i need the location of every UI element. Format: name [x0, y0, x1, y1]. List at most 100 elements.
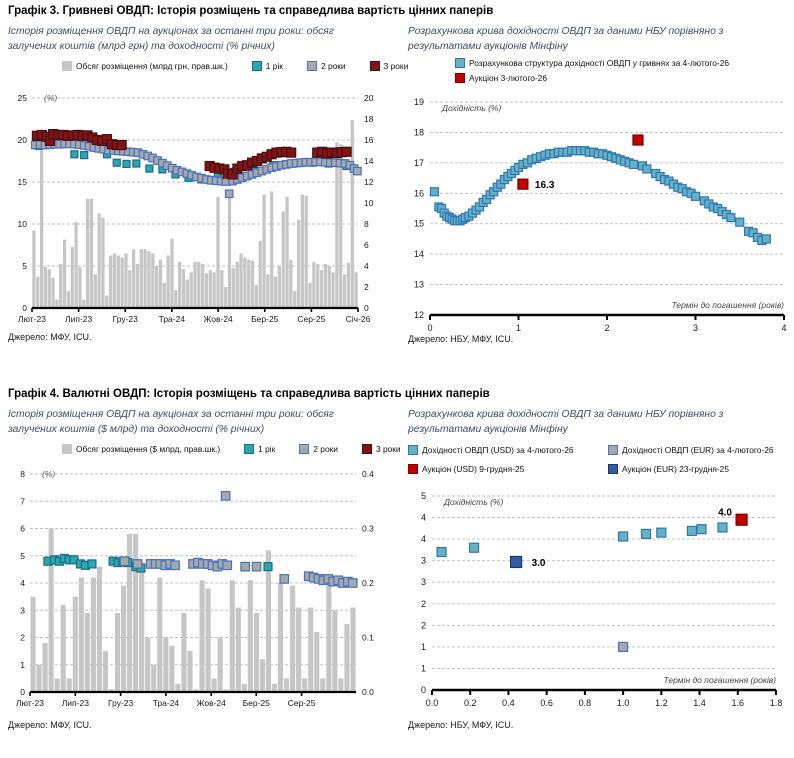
svg-text:0: 0	[427, 323, 432, 333]
svg-text:5: 5	[421, 491, 426, 501]
svg-text:13: 13	[414, 280, 424, 290]
legend-swatch-icon	[608, 445, 618, 455]
svg-text:1.6: 1.6	[732, 698, 745, 708]
svg-text:3: 3	[693, 323, 698, 333]
chart3-title: Графік 3. Гривневі ОВДП: Історія розміще…	[8, 5, 494, 17]
fx-placements-history-svg: 0 1 2 3 4 5 6 7 8 (%) 0.0 0.1 0.2 0.3 0.4 Лют-23 Лип-23 Г…	[16, 469, 374, 708]
legend-item: 2 роки	[306, 61, 346, 71]
legend-item: Дохідності ОВДП (USD) за 4-лютого-26	[408, 445, 608, 455]
legend-label: Розрахункова структура дохідності ОВДП у…	[469, 58, 730, 68]
svg-text:16: 16	[364, 135, 374, 145]
svg-text:Лют-23: Лют-23	[18, 314, 46, 324]
svg-text:Термін до погашення (років): Термін до погашення (років)	[663, 675, 776, 685]
chart4-right-subtitle: Розрахункова крива дохідності ОВДП за да…	[408, 409, 724, 436]
svg-text:20: 20	[18, 135, 28, 145]
svg-text:Тра-24: Тра-24	[159, 314, 186, 324]
chart3-left-source: Джерело: МФУ, ICU.	[8, 332, 92, 342]
svg-text:8: 8	[20, 469, 25, 479]
svg-text:25: 25	[18, 93, 28, 103]
svg-text:Жов-24: Жов-24	[204, 314, 234, 324]
svg-text:1.4: 1.4	[693, 698, 706, 708]
legend-swatch-icon	[251, 61, 262, 71]
chart4-left-plot: 0 1 2 3 4 5 6 7 8 (%) 0.0 0.1 0.2 0.3 0.4 Лют-23 Лип-23 Г…	[2, 464, 392, 731]
legend-label: 1 рік	[265, 61, 283, 71]
svg-text:3: 3	[421, 556, 426, 566]
legend-swatch-icon	[408, 464, 418, 474]
legend-item: 1 рік	[244, 444, 275, 454]
uah-placements-history-svg: 0 5 10 15 20 25 (%) 0 2 4 6 8 10 12 14 16 18 20 Лют-23 Лип-…	[18, 93, 374, 324]
legend-item: Розрахункова структура дохідності ОВДП у…	[455, 58, 729, 68]
legend-swatch-icon	[62, 444, 72, 454]
svg-text:Бер-25: Бер-25	[243, 698, 271, 708]
legend-item: Дохідності ОВДП (EUR) за 4-лютого-26	[608, 445, 774, 455]
svg-text:0.4: 0.4	[502, 698, 515, 708]
svg-text:Дохідність (%): Дохідність (%)	[441, 103, 501, 113]
chart3-right-subtitle: Розрахункова крива дохідності ОВДП за да…	[408, 26, 724, 53]
svg-text:4: 4	[364, 261, 369, 271]
legend-label: Аукціон (USD) 9-грудня-25	[422, 464, 525, 474]
svg-text:5: 5	[20, 551, 25, 561]
svg-text:16: 16	[414, 188, 424, 198]
chart3-right-plot: 12 13 14 15 16 17 18 19 Дохідність (%) Термін до …	[402, 92, 792, 352]
legend-item: Обсяг розміщення (млрд грн, прав.шк.)	[62, 61, 228, 71]
svg-text:3: 3	[421, 577, 426, 587]
svg-text:0: 0	[364, 303, 369, 313]
svg-text:2: 2	[421, 620, 426, 630]
svg-text:Бер-25: Бер-25	[251, 314, 279, 324]
svg-text:1: 1	[516, 323, 521, 333]
svg-text:14: 14	[364, 156, 374, 166]
svg-text:20: 20	[364, 93, 374, 103]
svg-text:5: 5	[22, 261, 27, 271]
svg-text:8: 8	[364, 219, 369, 229]
legend-swatch-icon	[299, 444, 310, 454]
chart4-title: Графік 4. Валютні ОВДП: Історія розміщен…	[8, 388, 490, 400]
legend-swatch-icon	[608, 464, 618, 474]
svg-text:0.3: 0.3	[362, 524, 374, 534]
svg-text:Термін до погашення (років): Термін до погашення (років)	[671, 300, 784, 310]
svg-text:18: 18	[364, 114, 374, 124]
svg-text:Сер-25: Сер-25	[288, 698, 316, 708]
legend-item: Обсяг розміщення ($ млрд, прав.шк.)	[62, 444, 220, 454]
svg-text:4: 4	[781, 323, 786, 333]
svg-text:0.4: 0.4	[362, 469, 374, 479]
svg-text:Жов-24: Жов-24	[197, 698, 227, 708]
svg-text:Лют-23: Лют-23	[16, 698, 44, 708]
chart3-left-legend: Обсяг розміщення (млрд грн, прав.шк.) 1 р…	[62, 61, 408, 71]
svg-text:0.6: 0.6	[540, 698, 553, 708]
svg-text:(%): (%)	[44, 93, 57, 103]
svg-text:4: 4	[421, 534, 426, 544]
svg-text:2: 2	[364, 282, 369, 292]
chart4-left-subtitle: Історія розміщення ОВДП на аукціонах за …	[8, 409, 334, 436]
svg-text:3.0: 3.0	[532, 558, 546, 569]
chart4-right-legend: Дохідності ОВДП (USD) за 4-лютого-26 Дохі…	[408, 445, 774, 474]
legend-item: Аукціон 3-лютого-26	[455, 73, 729, 83]
legend-item: 1 рік	[251, 61, 283, 71]
legend-swatch-icon	[369, 61, 380, 71]
legend-label: 2 роки	[320, 61, 346, 71]
svg-text:7: 7	[20, 496, 25, 506]
svg-text:0: 0	[22, 303, 27, 313]
legend-item: 2 роки	[299, 444, 338, 454]
svg-text:0.0: 0.0	[362, 687, 374, 697]
legend-label: Дохідності ОВДП (EUR) за 4-лютого-26	[622, 445, 774, 455]
legend-swatch-icon	[455, 58, 465, 68]
chart4-left-source: Джерело: МФУ, ICU.	[8, 720, 92, 730]
legend-swatch-icon	[244, 444, 255, 454]
svg-text:14: 14	[414, 249, 424, 259]
svg-text:Лип-23: Лип-23	[62, 698, 89, 708]
svg-text:16.3: 16.3	[535, 180, 555, 191]
chart3-right-legend: Розрахункова структура дохідності ОВДП у…	[455, 58, 729, 83]
svg-text:1.2: 1.2	[655, 698, 668, 708]
legend-label: Аукціон 3-лютого-26	[469, 73, 548, 83]
svg-text:15: 15	[414, 219, 424, 229]
chart4-left-legend: Обсяг розміщення ($ млрд, прав.шк.) 1 рік…	[62, 444, 401, 454]
chart4-right-source: Джерело: НБУ, МФУ, ICU.	[408, 720, 514, 730]
svg-text:6: 6	[364, 240, 369, 250]
legend-label: Обсяг розміщення ($ млрд, прав.шк.)	[76, 444, 221, 454]
legend-label: 3 роки	[383, 61, 409, 71]
legend-item: Аукціон (EUR) 23-грудня-25	[608, 464, 774, 474]
svg-text:12: 12	[364, 177, 374, 187]
svg-text:0.2: 0.2	[464, 698, 477, 708]
legend-item: 3 роки	[361, 444, 401, 454]
